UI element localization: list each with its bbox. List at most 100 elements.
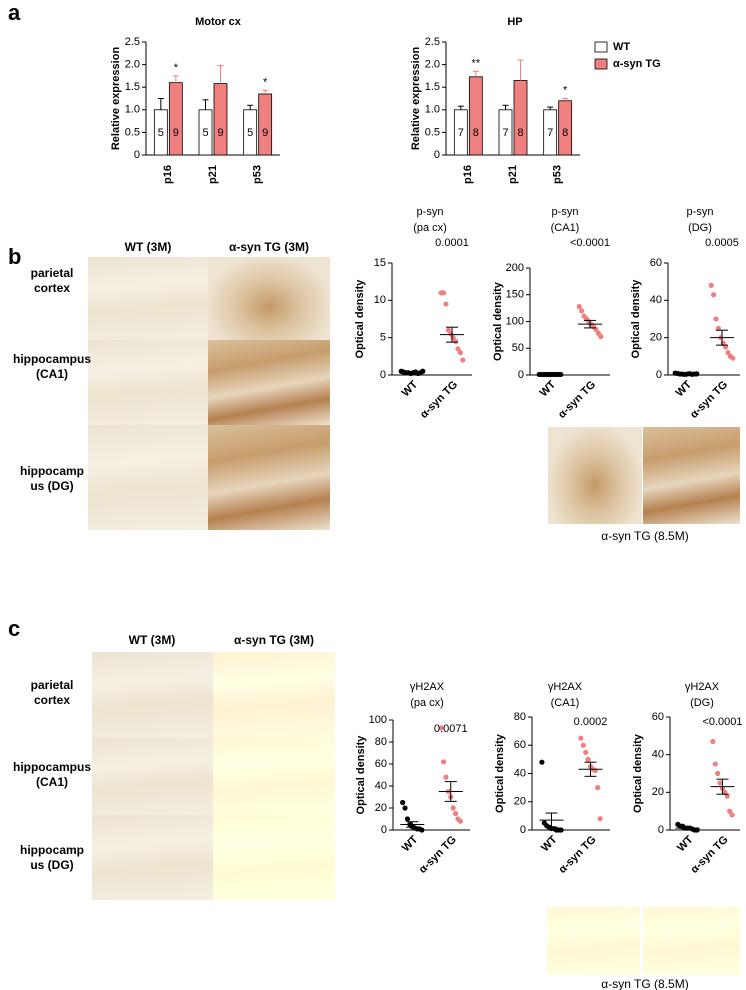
n-label: 5 (247, 127, 253, 139)
y-tick-label: 0 (134, 149, 140, 161)
y-tick-label: 0 (381, 824, 387, 836)
significance: * (174, 62, 179, 74)
y-tick-label: 5 (380, 332, 386, 344)
legend-swatch (594, 58, 608, 70)
micrograph (213, 815, 335, 900)
row-label: hippocamp us (DG) (19, 843, 84, 872)
x-tick-label: α-syn TG (688, 834, 730, 876)
data-point (539, 759, 545, 765)
row-label: hippocampus (CA1) (12, 760, 91, 789)
x-tick-label: p16 (162, 165, 174, 184)
micrograph (643, 427, 740, 524)
significance: * (563, 84, 568, 96)
data-point (455, 346, 461, 352)
y-axis-label: Relative expression (110, 47, 122, 151)
bar (258, 93, 273, 156)
data-point (712, 761, 718, 767)
n-label: 7 (547, 127, 553, 139)
y-tick-label: 40 (514, 767, 526, 779)
bar (168, 82, 183, 156)
y-tick-label: 20 (514, 796, 526, 808)
x-tick-label: α-syn TG (556, 834, 598, 876)
data-point (457, 818, 463, 824)
micrograph (213, 738, 335, 815)
data-point (419, 827, 425, 833)
x-tick-label: p21 (207, 165, 219, 184)
y-tick-label: 2.5 (425, 36, 440, 48)
data-point (452, 810, 459, 817)
chart-title: Motor cx (195, 16, 242, 28)
chart-title: γH2AX (548, 681, 583, 693)
data-point (717, 780, 723, 786)
micrograph (88, 257, 208, 340)
chart-title: HP (507, 16, 522, 28)
y-tick-label: 0.5 (125, 126, 140, 138)
data-point (724, 793, 730, 799)
n-label: 5 (158, 127, 164, 139)
micrograph (643, 907, 740, 975)
p-value: <0.0001 (702, 716, 742, 728)
column-header: α-syn TG (3M) (233, 633, 315, 647)
x-tick-label: α-syn TG (418, 379, 460, 421)
chart-subtitle: (pa cx) (413, 222, 447, 234)
y-tick-label: 0 (380, 369, 386, 381)
x-tick-label: WT (400, 378, 421, 399)
data-point (711, 292, 717, 298)
y-tick-label: 50 (512, 342, 524, 354)
y-tick-label: 1.0 (425, 104, 440, 116)
x-tick-label: p53 (252, 165, 264, 184)
y-tick-label: 40 (652, 749, 664, 761)
data-point (722, 789, 728, 795)
caption: α-syn TG (8.5M) (601, 977, 689, 990)
y-tick-label: 20 (375, 802, 387, 814)
panel-label: b (8, 244, 22, 269)
p-value: 0.0071 (434, 723, 468, 735)
y-axis-label: Optical density (354, 279, 366, 359)
micrograph (88, 340, 208, 425)
data-point (450, 805, 456, 811)
data-point (443, 774, 449, 780)
data-point (440, 759, 447, 765)
micrograph (92, 738, 213, 815)
data-point (445, 327, 451, 333)
x-tick-label: WT (538, 378, 559, 399)
micrograph (208, 340, 330, 425)
y-tick-label: 80 (375, 736, 387, 748)
chart-title: p-syn (417, 206, 444, 218)
panel-label: c (8, 616, 21, 641)
significance: ** (472, 57, 481, 69)
y-axis-label: Optical density (632, 733, 644, 813)
data-point (598, 333, 604, 340)
chart-title: p-syn (552, 206, 579, 218)
micrograph (92, 652, 213, 738)
x-tick-label: α-syn TG (556, 379, 598, 421)
data-point (578, 735, 584, 741)
data-point (402, 805, 408, 811)
chart-subtitle: (CA1) (551, 697, 580, 709)
micrograph (548, 427, 642, 524)
n-label: 9 (262, 127, 268, 139)
data-point (715, 770, 721, 777)
x-tick-label: p16 (462, 165, 474, 184)
x-tick-label: p53 (552, 165, 564, 184)
data-point (694, 827, 700, 833)
y-axis-label: Relative expression (410, 47, 422, 151)
bar (513, 80, 528, 156)
data-point (597, 816, 603, 822)
data-point (576, 303, 582, 310)
x-tick-label: α-syn TG (417, 834, 459, 876)
y-tick-label: 0 (658, 824, 664, 836)
chart-title: γH2AX (685, 681, 720, 693)
data-point (723, 344, 729, 350)
data-point (441, 290, 447, 296)
data-point (727, 808, 733, 814)
data-point (438, 725, 444, 731)
data-point (580, 742, 586, 748)
y-tick-label: 60 (375, 758, 387, 770)
data-point (453, 338, 459, 344)
x-tick-label: WT (539, 833, 560, 854)
y-tick-label: 60 (652, 711, 664, 723)
y-tick-label: 20 (652, 786, 664, 798)
n-label: 7 (502, 127, 508, 139)
data-point (404, 816, 411, 822)
